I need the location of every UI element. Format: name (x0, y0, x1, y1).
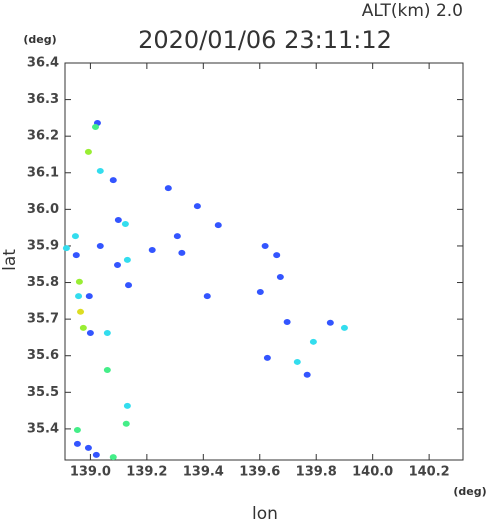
echo-point (109, 177, 117, 184)
echo-point (73, 440, 81, 447)
echo-point (326, 319, 334, 326)
echo-point (293, 358, 301, 365)
echo-point (92, 451, 100, 458)
echo-point (91, 124, 99, 131)
y-axis-label: lat (0, 249, 20, 271)
echo-point (62, 245, 70, 252)
echo-point (303, 371, 311, 378)
echo-point (193, 203, 201, 210)
y-tick-label: 36.4 (27, 56, 59, 71)
echo-point (122, 420, 130, 427)
echo-point (96, 167, 104, 174)
echo-point (214, 222, 222, 229)
echo-point (276, 274, 284, 281)
echo-point (164, 185, 172, 192)
echo-point (123, 402, 131, 409)
y-tick-label: 36.3 (27, 92, 59, 107)
y-tick-label: 35.7 (27, 312, 59, 327)
echo-point (283, 319, 291, 326)
y-tick-label: 35.8 (27, 275, 59, 290)
echo-point (148, 246, 156, 253)
chart-title: 2020/01/06 23:11:12 (138, 26, 392, 54)
echo-point (109, 454, 117, 461)
echo-point (84, 444, 92, 451)
echo-point (203, 293, 211, 300)
echo-point (86, 330, 94, 337)
x-tick-label: 140.2 (409, 465, 450, 480)
x-tick-label: 139.6 (239, 465, 280, 480)
echo-point (75, 293, 83, 300)
y-tick-label: 36.1 (27, 165, 59, 180)
echo-point (340, 324, 348, 331)
echo-point (123, 256, 131, 263)
y-tick-label: 35.4 (27, 421, 59, 436)
x-axis-label: lon (252, 504, 278, 521)
echo-point (84, 148, 92, 155)
y-tick-label: 35.9 (27, 238, 59, 253)
echo-point (309, 338, 317, 345)
echo-point (114, 216, 122, 223)
echo-point (125, 282, 133, 289)
x-tick-label: 139.0 (70, 465, 111, 480)
echo-point (273, 252, 281, 259)
echo-point (71, 233, 79, 240)
echo-point (178, 249, 186, 256)
y-tick-label: 35.5 (27, 385, 59, 400)
echo-point (173, 233, 181, 240)
plot-frame (64, 62, 464, 461)
echo-point (75, 278, 83, 285)
x-tick-label: 139.2 (126, 465, 167, 480)
echo-point (114, 261, 122, 268)
x-tick-label: 140.0 (352, 465, 393, 480)
y-tick-label: 35.6 (27, 348, 59, 363)
echo-point (72, 252, 80, 259)
echo-point (261, 242, 269, 249)
x-tick-label: 139.8 (296, 465, 337, 480)
y-tick-label: 36.0 (27, 202, 59, 217)
y-unit: (deg) (23, 33, 56, 46)
x-tick-label: 139.4 (183, 465, 224, 480)
echo-point (121, 220, 129, 227)
echo-point (96, 242, 104, 249)
echo-point (85, 293, 93, 300)
y-tick-label: 36.2 (27, 129, 59, 144)
echo-point (77, 308, 85, 315)
echo-point (263, 354, 271, 361)
subtitle: ALT(km) 2.0 (362, 1, 463, 21)
echo-point (103, 366, 111, 373)
echo-point (103, 330, 111, 337)
x-unit: (deg) (453, 485, 486, 498)
echo-point (256, 289, 264, 296)
echo-point (73, 426, 81, 433)
echo-point (79, 324, 87, 331)
